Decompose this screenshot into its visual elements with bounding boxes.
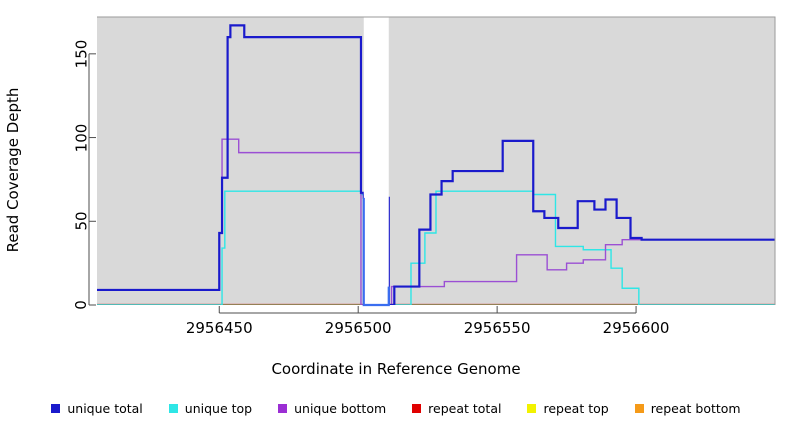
- y-tick-label: 100: [72, 123, 90, 152]
- legend: unique total unique top unique bottom repea…: [0, 396, 792, 420]
- legend-item-label: unique bottom: [294, 400, 387, 416]
- legend-swatch-icon: [168, 403, 178, 413]
- x-tick-label: 2956450: [185, 319, 253, 337]
- legend-item-label: unique top: [184, 400, 253, 416]
- legend-item-label: repeat total: [428, 400, 502, 416]
- series-unique-total: [97, 24, 775, 305]
- y-tick-label: 150: [72, 39, 90, 69]
- legend-swatch-icon: [634, 403, 644, 413]
- legend-item[interactable]: repeat bottom: [634, 400, 741, 416]
- axis-layer: [88, 53, 637, 314]
- gap-boundary-trace: [362, 197, 390, 307]
- legend-swatch-icon: [412, 403, 422, 413]
- legend-swatch-icon: [278, 403, 288, 413]
- legend-item-label: unique total: [67, 400, 143, 416]
- plot-area-container: [88, 16, 776, 314]
- y-axis-title: Read Coverage Depth: [4, 87, 22, 253]
- legend-item[interactable]: repeat total: [412, 401, 501, 416]
- legend-item-label: repeat top: [543, 400, 609, 416]
- x-tick-label: 2956600: [602, 319, 670, 337]
- legend-swatch-icon: [51, 403, 61, 413]
- coverage-depth-plot: [88, 16, 776, 314]
- legend-item-label: repeat bottom: [650, 400, 741, 416]
- y-tick-label: 50: [72, 211, 90, 231]
- series-unique-bottom: [97, 138, 775, 305]
- legend-item[interactable]: unique bottom: [278, 401, 386, 416]
- coverage-gap-region: [363, 17, 389, 304]
- x-tick-label: 2956550: [463, 319, 531, 337]
- legend-swatch-icon: [527, 403, 537, 413]
- x-axis-title: Coordinate in Reference Genome: [271, 360, 521, 378]
- plot-panel-background: [97, 17, 775, 305]
- legend-item[interactable]: unique total: [51, 400, 143, 416]
- panel-frame: [97, 16, 776, 305]
- legend-item[interactable]: unique top: [168, 400, 253, 416]
- x-tick-label: 2956500: [324, 319, 392, 337]
- y-tick-label: 0: [72, 300, 90, 310]
- series-layer: [97, 24, 775, 305]
- series-unique-top: [97, 190, 775, 305]
- legend-item[interactable]: repeat top: [527, 400, 609, 416]
